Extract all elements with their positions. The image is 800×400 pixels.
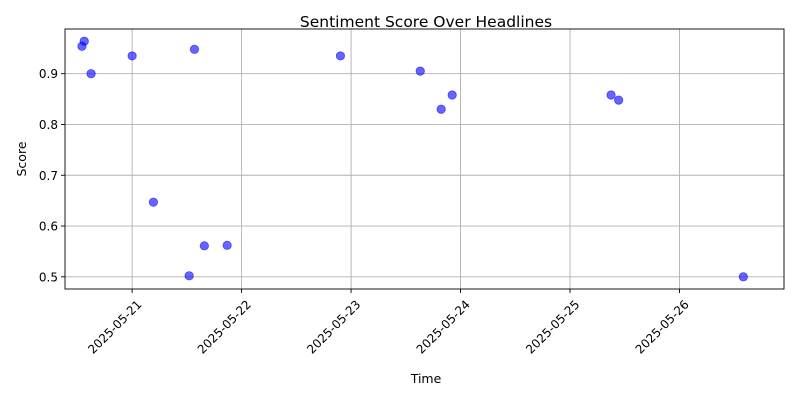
data-point (335, 51, 346, 61)
y-tick-label: 0.7 (39, 169, 58, 183)
y-tick-label: 0.8 (39, 118, 58, 132)
data-point (148, 197, 159, 207)
data-point (436, 104, 446, 114)
data-points (77, 36, 748, 282)
data-point (447, 90, 457, 100)
x-tick-label: 2025-05-23 (304, 297, 363, 356)
x-axis-ticks: 2025-05-21 2025-05-22 2025-05-23 2025-05-24… (85, 289, 692, 357)
x-tick-label: 2025-05-25 (523, 297, 582, 356)
data-point (79, 36, 89, 46)
data-point (189, 44, 200, 54)
y-tick-label: 0.5 (39, 270, 58, 284)
x-tick-label: 2025-05-22 (195, 297, 254, 356)
data-point (127, 51, 137, 61)
x-axis-label: Time (410, 371, 442, 386)
y-axis-label: Score (14, 141, 29, 176)
x-tick-label: 2025-05-21 (85, 297, 144, 356)
data-point (606, 90, 616, 100)
y-tick-label: 0.9 (39, 67, 58, 81)
data-point (86, 69, 96, 79)
x-tick-label: 2025-05-24 (414, 297, 473, 356)
data-point (199, 241, 209, 251)
plot-frame (64, 28, 785, 290)
chart-title: Sentiment Score Over Headlines (300, 13, 552, 31)
data-point (738, 272, 748, 282)
y-tick-label: 0.6 (39, 220, 58, 234)
data-point (184, 271, 194, 281)
data-point (614, 95, 624, 105)
data-point (222, 240, 232, 250)
y-axis-ticks: 0.5 0.6 0.7 0.8 0.9 (39, 67, 65, 284)
grid-lines (65, 29, 784, 289)
data-point (415, 66, 425, 76)
x-tick-label: 2025-05-26 (633, 297, 692, 356)
